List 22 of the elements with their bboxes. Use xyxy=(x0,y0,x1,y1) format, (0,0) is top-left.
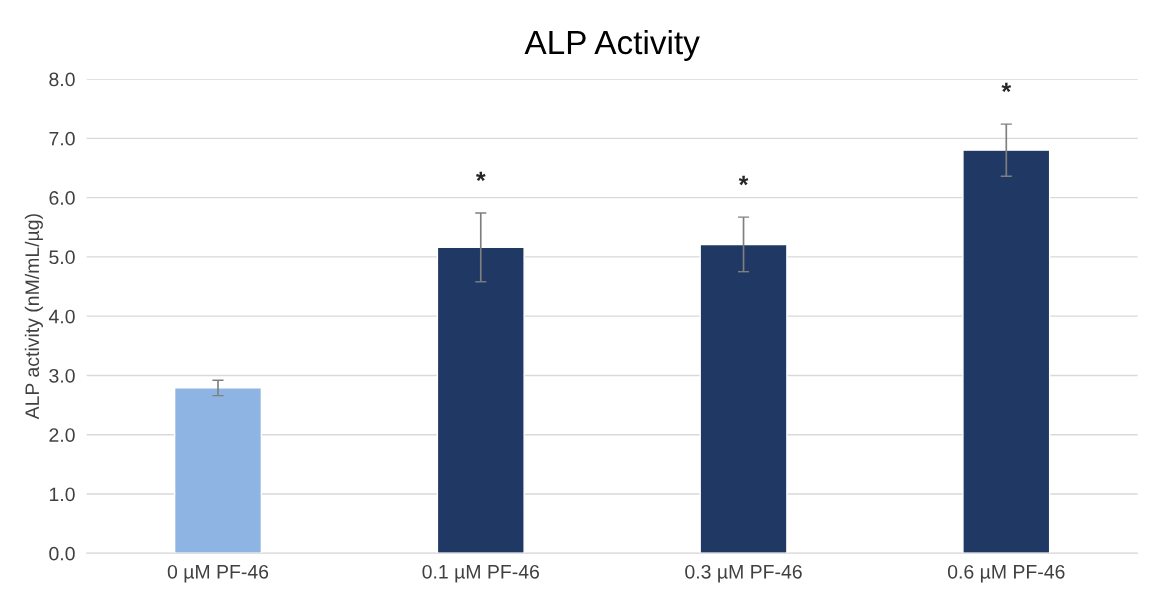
y-tick-label: 8.0 xyxy=(49,72,75,87)
annotation: * xyxy=(475,171,486,182)
bar xyxy=(436,246,525,554)
x-tick-label: 0.3 µM PF-46 xyxy=(685,564,802,583)
y-tick-label: 2.0 xyxy=(49,428,75,442)
bar xyxy=(962,149,1051,554)
y-tick-label: 3.0 xyxy=(49,368,75,383)
x-tick-label: 0.1 µM PF-46 xyxy=(422,564,540,583)
chart-title: ALP Activity xyxy=(524,29,700,61)
y-tick-label: 4.0 xyxy=(48,309,75,324)
annotation: * xyxy=(738,175,749,186)
y-axis-title: ALP activity (nM/mL/µg) xyxy=(24,214,43,420)
x-tick-label: 0.6 µM PF-46 xyxy=(947,564,1065,583)
y-tick-label: 0.0 xyxy=(49,546,75,561)
y-tick-label: 6.0 xyxy=(49,191,75,205)
y-tick-label: 5.0 xyxy=(49,250,75,265)
bar xyxy=(699,243,788,554)
bar xyxy=(173,387,263,554)
y-tick-label: 1.0 xyxy=(49,487,75,502)
annotation: * xyxy=(1001,82,1012,93)
y-tick-label: 7.0 xyxy=(49,131,75,146)
x-tick-label: 0 µM PF-46 xyxy=(167,564,269,583)
